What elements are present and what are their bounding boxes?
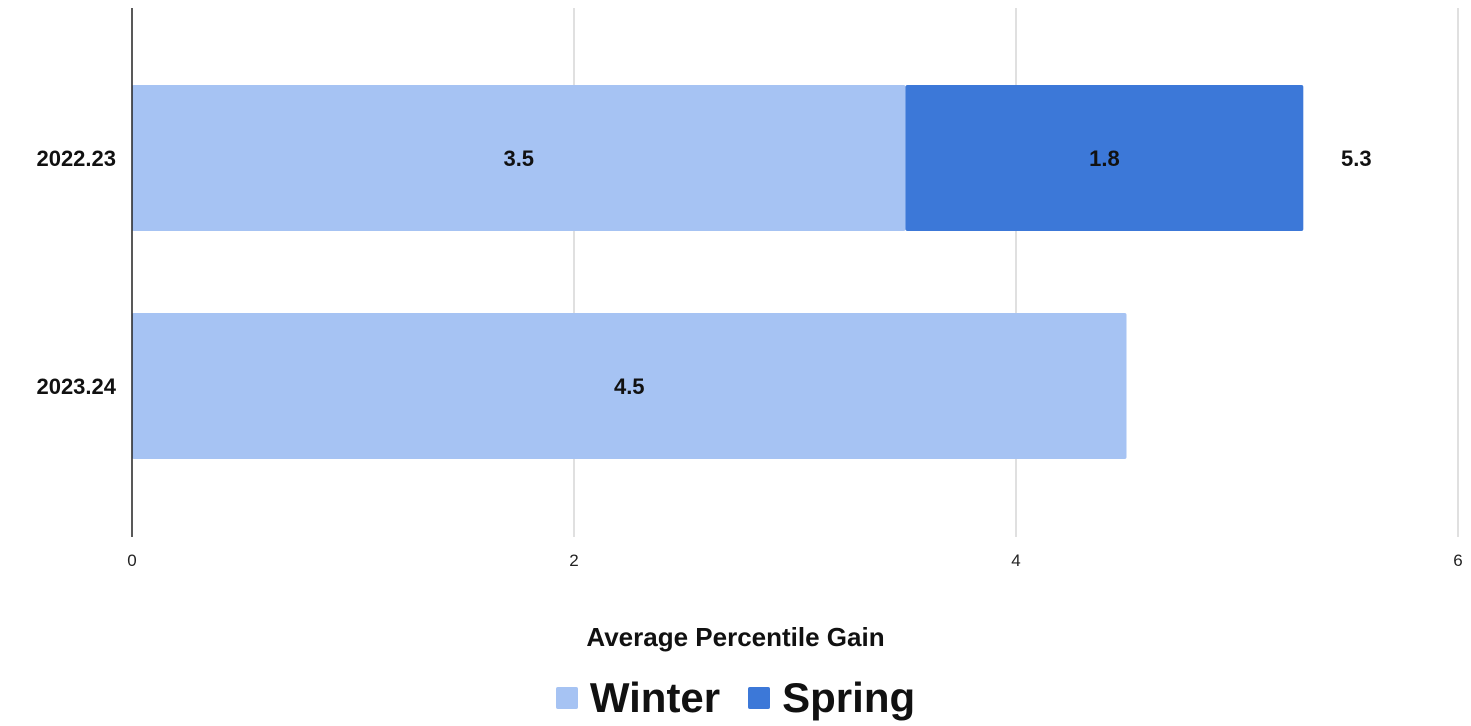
legend-item-winter: Winter — [555, 674, 721, 721]
bars — [132, 85, 1304, 459]
legend: Winter Spring — [0, 676, 1471, 720]
bar-spring-0 — [905, 85, 1304, 231]
x-tick-label-2: 2 — [569, 551, 578, 570]
x-axis-title: Average Percentile Gain — [586, 622, 885, 652]
legend-item-spring: Spring — [748, 676, 915, 720]
x-tick-label-6: 6 — [1453, 551, 1462, 570]
x-tick-label-4: 4 — [1011, 551, 1020, 570]
legend-swatch-spring — [748, 687, 771, 709]
legend-label-winter: Winter — [589, 674, 721, 721]
labels: 0 2 4 6 2022.23 3.5 1.8 5.3 2023.24 4.5 — [36, 146, 1462, 570]
data-label-winter-0: 3.5 — [503, 146, 534, 171]
category-label-0: 2022.23 — [36, 146, 116, 171]
category-label-1: 2023.24 — [36, 374, 116, 399]
x-tick-label-0: 0 — [127, 551, 136, 570]
legend-swatch-winter — [555, 687, 578, 709]
total-label-0: 5.3 — [1341, 146, 1372, 171]
bar-winter-1 — [132, 313, 1127, 459]
legend-label-spring: Spring — [782, 674, 916, 721]
bar-winter-0 — [132, 85, 906, 231]
data-label-spring-0: 1.8 — [1089, 146, 1120, 171]
data-label-winter-1: 4.5 — [614, 374, 645, 399]
